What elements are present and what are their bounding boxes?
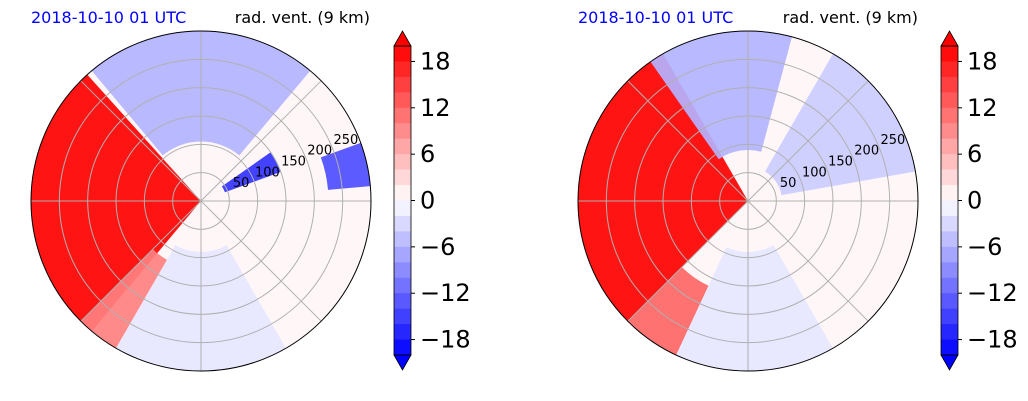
colorbar-level xyxy=(394,277,411,294)
field-region-3 xyxy=(221,152,281,193)
colorbar-level xyxy=(394,339,411,356)
colorbar-tick-label: 12 xyxy=(420,94,451,122)
radial-tick-label: 250 xyxy=(880,133,905,148)
panel-left-title-variable: rad. vent. (9 km) xyxy=(235,8,370,27)
colorbar-level xyxy=(941,61,958,78)
polar-frame xyxy=(577,30,919,372)
polar-frame xyxy=(30,30,372,372)
colorbar-level xyxy=(941,138,958,155)
colorbar-level xyxy=(394,185,411,201)
colorbar-level xyxy=(941,46,958,62)
colorbar-tick-label: 0 xyxy=(967,187,982,215)
panel-left-colorbar: 18 12 6 0 −6 −12 −18 xyxy=(393,30,471,371)
field-region-0 xyxy=(578,53,748,322)
colorbar-extend-max xyxy=(940,30,959,47)
colorbar-level xyxy=(941,308,958,325)
colorbar-level xyxy=(941,262,958,279)
radial-tick-label: 150 xyxy=(828,154,853,169)
colorbar-level xyxy=(394,262,411,279)
colorbar-tick-label: 18 xyxy=(420,47,451,75)
radial-tick-label: 50 xyxy=(780,176,797,191)
colorbar-extend-max xyxy=(393,30,412,47)
grid-spoke xyxy=(200,80,322,202)
colorbar-level xyxy=(394,76,411,93)
colorbar-tick-label: −6 xyxy=(420,233,455,261)
colorbar-tick-label: 18 xyxy=(967,47,998,75)
grid-spoke xyxy=(80,80,202,202)
field-region-4 xyxy=(320,142,371,190)
colorbar-tick-label: 12 xyxy=(967,94,998,122)
grid-spoke xyxy=(200,200,322,322)
panel-right-title-variable: rad. vent. (9 km) xyxy=(783,8,918,27)
colorbar-level xyxy=(941,200,958,217)
grid-spoke xyxy=(627,80,749,202)
panel-left-grid xyxy=(30,30,372,372)
colorbar-level xyxy=(394,308,411,325)
radial-tick-label: 200 xyxy=(307,144,332,159)
colorbar-level xyxy=(394,46,411,62)
radial-tick-label: 50 xyxy=(233,176,250,191)
colorbar-level xyxy=(941,215,958,232)
radial-tick-label: 150 xyxy=(281,154,306,169)
colorbar-tick-label: 6 xyxy=(420,140,435,168)
grid-spoke xyxy=(747,80,869,202)
radial-tick-label: 250 xyxy=(333,133,358,148)
radial-tick-label: 100 xyxy=(255,165,280,180)
grid-spoke xyxy=(80,200,202,322)
field-region-2 xyxy=(650,31,792,160)
colorbar-level xyxy=(394,231,411,248)
field-region-1 xyxy=(80,249,167,349)
colorbar-extend-min xyxy=(940,354,959,371)
colorbar-level xyxy=(941,92,958,109)
colorbar-level xyxy=(941,123,958,140)
colorbar-tick-label: 0 xyxy=(420,187,435,215)
colorbar-tick-label: −12 xyxy=(420,279,471,307)
colorbar-tick-label: −6 xyxy=(967,233,1002,261)
polar-panel-right: 2018-10-10 01 UTC rad. vent. (9 km) 50 10… xyxy=(577,8,1018,372)
colorbar-tick-label: −18 xyxy=(967,326,1018,354)
colorbar-level xyxy=(394,246,411,263)
colorbar-level xyxy=(941,339,958,356)
colorbar-level xyxy=(394,200,411,217)
colorbar-level xyxy=(394,138,411,155)
colorbar-level xyxy=(941,324,958,341)
colorbar-level xyxy=(394,154,411,171)
colorbar-level xyxy=(394,324,411,341)
panel-right-colorbar: 18 12 6 0 −6 −12 −18 xyxy=(940,30,1018,371)
colorbar-level xyxy=(941,246,958,263)
colorbar-level xyxy=(941,169,958,186)
colorbar-level xyxy=(941,107,958,124)
colorbar-level xyxy=(941,154,958,171)
colorbar-level xyxy=(394,61,411,78)
polar-panel-left: 2018-10-10 01 UTC rad. vent. (9 km) 50 10… xyxy=(30,8,471,372)
radial-tick-label: 200 xyxy=(854,144,879,159)
colorbar-level xyxy=(394,215,411,232)
panel-right-title-time: 2018-10-10 01 UTC xyxy=(578,8,733,27)
colorbar-level xyxy=(394,169,411,186)
field-region-1 xyxy=(627,267,709,356)
panel-left-title-time: 2018-10-10 01 UTC xyxy=(31,8,186,27)
field-region-3 xyxy=(765,53,916,196)
colorbar-level xyxy=(941,293,958,310)
colorbar-level xyxy=(394,107,411,124)
colorbar-tick-label: −12 xyxy=(967,279,1018,307)
colorbar-level xyxy=(394,293,411,310)
radial-tick-label: 100 xyxy=(802,165,827,180)
field-region-4 xyxy=(676,245,833,371)
colorbar-level xyxy=(394,123,411,140)
grid-spoke xyxy=(627,200,749,322)
colorbar-tick-label: −18 xyxy=(420,326,471,354)
colorbar-level xyxy=(941,231,958,248)
colorbar-level xyxy=(941,277,958,294)
colorbar-level xyxy=(941,185,958,201)
grid-spoke xyxy=(747,200,869,322)
colorbar-tick-label: 6 xyxy=(967,140,982,168)
colorbar-level xyxy=(394,92,411,109)
colorbar-level xyxy=(941,76,958,93)
panel-right-grid xyxy=(577,30,919,372)
colorbar-extend-min xyxy=(393,354,412,371)
